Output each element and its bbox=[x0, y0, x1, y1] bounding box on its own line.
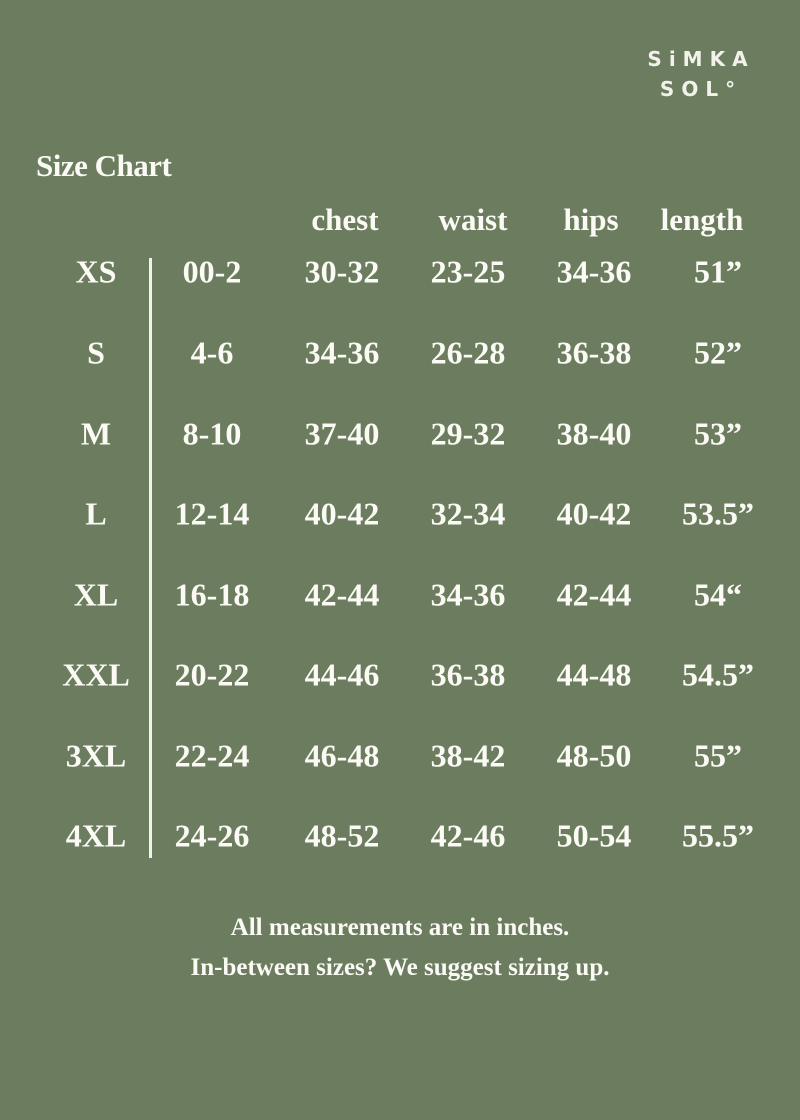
footer-note-advice: In-between sizes? We suggest sizing up. bbox=[190, 954, 610, 981]
cell-waist: 32-34 bbox=[430, 495, 506, 532]
footer-note-units: All measurements are in inches. bbox=[230, 914, 570, 941]
cell-chest: 40-42 bbox=[304, 495, 380, 532]
cell-chest: 44-46 bbox=[304, 656, 380, 693]
cell-size: 3XL bbox=[65, 737, 127, 774]
cell-size: 4XL bbox=[65, 817, 127, 854]
cell-waist: 38-42 bbox=[430, 737, 506, 774]
cell-hips: 40-42 bbox=[556, 495, 632, 532]
cell-us: 20-22 bbox=[174, 656, 250, 693]
cell-chest: 37-40 bbox=[304, 415, 380, 452]
cell-size: S bbox=[87, 334, 105, 371]
cell-us: 24-26 bbox=[174, 817, 250, 854]
cell-length: 51” bbox=[694, 253, 742, 290]
cell-waist: 23-25 bbox=[430, 253, 506, 290]
brand-line-2: SOL° bbox=[659, 77, 743, 101]
cell-size: M bbox=[80, 415, 112, 452]
column-header-waist: waist bbox=[438, 202, 508, 237]
cell-us: 12-14 bbox=[174, 495, 250, 532]
cell-length: 54“ bbox=[694, 576, 742, 613]
cell-hips: 42-44 bbox=[556, 576, 632, 613]
cell-us: 16-18 bbox=[174, 576, 250, 613]
cell-chest: 34-36 bbox=[304, 334, 380, 371]
cell-us: 8-10 bbox=[182, 415, 242, 452]
cell-chest: 30-32 bbox=[304, 253, 380, 290]
column-divider bbox=[149, 258, 152, 858]
cell-waist: 42-46 bbox=[430, 817, 506, 854]
cell-size: XS bbox=[75, 253, 117, 290]
cell-size: L bbox=[85, 495, 107, 532]
cell-length: 54.5” bbox=[682, 656, 754, 693]
cell-length: 52” bbox=[694, 334, 742, 371]
cell-waist: 26-28 bbox=[430, 334, 506, 371]
cell-hips: 44-48 bbox=[556, 656, 632, 693]
column-header-chest: chest bbox=[311, 202, 379, 237]
cell-us: 4-6 bbox=[190, 334, 234, 371]
cell-chest: 46-48 bbox=[304, 737, 380, 774]
column-header-hips: hips bbox=[563, 202, 619, 237]
brand-line-1: SiMKA bbox=[647, 47, 755, 71]
column-header-length: length bbox=[660, 202, 744, 237]
cell-waist: 36-38 bbox=[430, 656, 506, 693]
cell-us: 00-2 bbox=[182, 253, 242, 290]
cell-hips: 50-54 bbox=[556, 817, 632, 854]
page-title: Size Chart bbox=[36, 148, 172, 183]
cell-size: XXL bbox=[62, 656, 130, 693]
cell-length: 55” bbox=[694, 737, 742, 774]
cell-length: 53” bbox=[694, 415, 742, 452]
cell-waist: 34-36 bbox=[430, 576, 506, 613]
cell-length: 55.5” bbox=[682, 817, 754, 854]
cell-hips: 36-38 bbox=[556, 334, 632, 371]
brand-logo: SiMKA SOL° bbox=[636, 44, 766, 104]
cell-us: 22-24 bbox=[174, 737, 250, 774]
cell-chest: 42-44 bbox=[304, 576, 380, 613]
cell-hips: 38-40 bbox=[556, 415, 632, 452]
cell-chest: 48-52 bbox=[304, 817, 380, 854]
cell-waist: 29-32 bbox=[430, 415, 506, 452]
cell-hips: 34-36 bbox=[556, 253, 632, 290]
cell-hips: 48-50 bbox=[556, 737, 632, 774]
cell-size: XL bbox=[73, 576, 119, 613]
cell-length: 53.5” bbox=[682, 495, 754, 532]
